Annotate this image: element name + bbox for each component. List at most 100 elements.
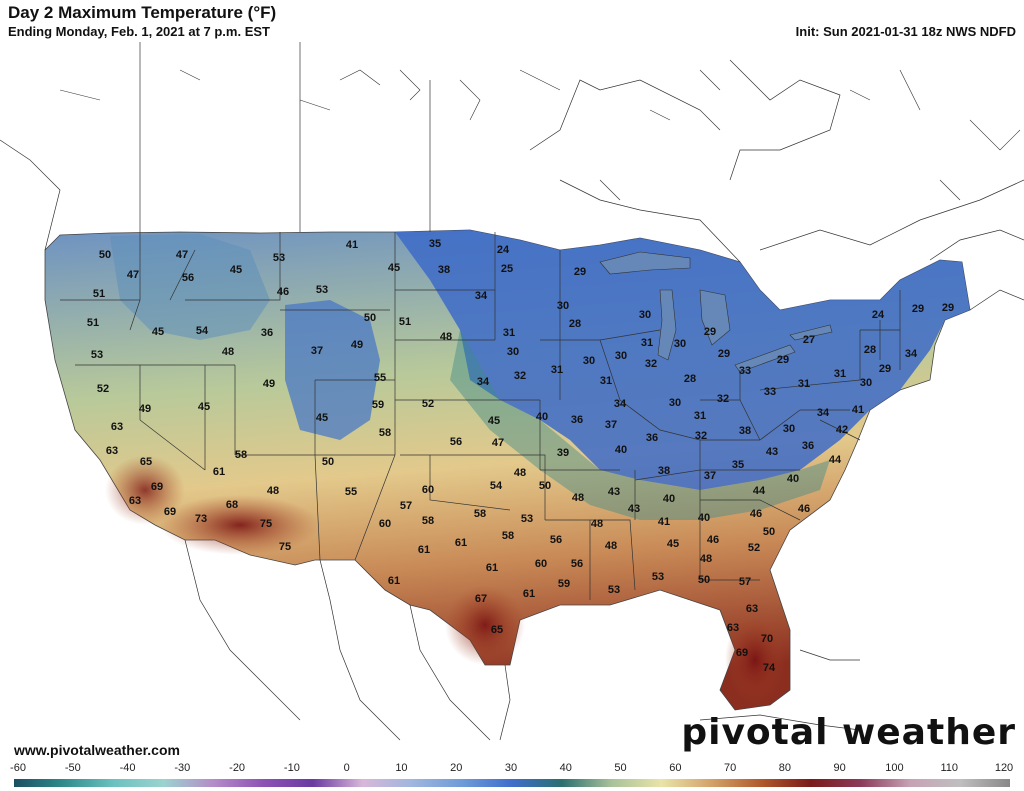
temperature-label: 70 [761,633,773,645]
scale-tick-label: -20 [229,762,246,774]
temperature-label: 56 [571,558,583,570]
temperature-label: 55 [374,372,386,384]
scale-tick-label: -30 [174,762,191,774]
temperature-label: 39 [557,447,569,459]
temperature-label: 63 [106,445,118,457]
temperature-label: 30 [674,338,686,350]
temperature-label: 46 [750,508,762,520]
temperature-label: 29 [574,266,586,278]
temperature-label: 57 [400,500,412,512]
temperature-label: 63 [129,495,141,507]
state-borders [60,232,901,600]
cold-air-region [395,230,970,490]
temperature-label: 34 [475,290,488,302]
temperature-label: 49 [139,403,151,415]
lake-huron [699,289,731,346]
temperature-label: 69 [736,647,748,659]
temperature-label: 29 [777,354,789,366]
temperature-label: 67 [475,593,487,605]
temperature-label: 49 [351,339,363,351]
temperature-label: 38 [739,425,751,437]
temperature-label: 48 [700,553,712,565]
temperature-label: 61 [523,588,535,600]
temperature-label: 50 [322,456,334,468]
florida-hot-region [725,615,785,705]
temperature-label: 45 [230,264,242,276]
temperature-label: 58 [235,449,247,461]
temperature-label: 53 [316,284,328,296]
temperature-label: 31 [834,368,846,380]
temperature-label: 28 [864,344,876,356]
temperature-label: 45 [488,415,500,427]
temperature-label: 46 [707,534,719,546]
temperature-label: 69 [151,481,163,493]
southwest-hot-region [160,495,320,555]
temperature-label: 59 [372,399,384,411]
temperature-label: 48 [605,540,617,552]
scale-tick-label: 0 [343,762,350,774]
rockies-cold-region [285,300,380,440]
temperature-label: 35 [429,238,441,250]
temperature-label: 53 [91,349,103,361]
temperature-label: 52 [748,542,760,554]
brand-logo: pivotal weather [681,712,1016,753]
temperature-label: 74 [763,662,776,674]
valid-time: Ending Monday, Feb. 1, 2021 at 7 p.m. ES… [8,24,270,39]
temperature-label: 32 [645,358,657,370]
temperature-label: 31 [600,375,612,387]
temperature-label: 43 [766,446,778,458]
temperature-label: 61 [418,544,430,556]
temperature-label: 73 [195,513,207,525]
temperature-label: 48 [440,331,452,343]
temperature-label: 43 [608,486,620,498]
temperature-label: 31 [641,337,653,349]
temperature-label: 63 [727,622,739,634]
init-time: Init: Sun 2021-01-31 18z NWS NDFD [795,24,1016,39]
temperature-label: 32 [695,430,707,442]
temperature-label: 50 [763,526,775,538]
temperature-label: 55 [345,486,357,498]
california-hot-region [105,455,185,525]
temperature-label: 36 [571,414,583,426]
temperature-label: 24 [872,309,885,321]
temperature-label: 37 [605,419,617,431]
scale-tick-label: 60 [669,762,682,774]
temperature-label: 43 [628,503,640,515]
temperature-label: 30 [507,346,519,358]
temperature-label: 65 [491,624,503,636]
temperature-label: 53 [273,252,285,264]
temperature-label: 56 [550,534,562,546]
temperature-label: 44 [753,485,766,497]
temperature-label: 61 [388,575,400,587]
temperature-label: 34 [817,407,830,419]
temperature-label: 48 [222,346,234,358]
scale-tick-label: 20 [450,762,463,774]
temperature-label: 29 [718,348,730,360]
temperature-label: 36 [802,440,814,452]
temperature-label: 40 [536,411,548,423]
scale-tick-label: -50 [64,762,81,774]
temperature-label: 40 [787,473,799,485]
temperature-label: 31 [551,364,563,376]
arctic-islands [59,69,1021,201]
temperature-label: 29 [912,303,924,315]
temperature-label: 63 [111,421,123,433]
temperature-label: 38 [438,264,450,276]
temperature-label: 75 [260,518,272,530]
temperature-label: 41 [852,404,864,416]
temperature-label: 36 [261,327,273,339]
scale-tick-label: 40 [559,762,572,774]
scale-tick-label: 30 [504,762,518,774]
temperature-label: 37 [311,345,323,357]
color-scale: -60 -50 -40 -30 -20 -10 0 10 20 30 40 50 60 70 80 90 100… [0,760,1024,791]
temperature-label: 32 [514,370,526,382]
temperature-label: 30 [783,423,795,435]
temperature-label: 49 [263,378,275,390]
lake-ontario [789,324,833,341]
temperature-label: 69 [164,506,176,518]
temperature-label: 63 [746,603,758,615]
temperature-label: 48 [591,518,603,530]
temperature-label: 31 [694,410,706,422]
temperature-map: 50 47 47 56 45 53 41 35 24 25 29 51 46 53 45 38 34 30 30 29… [0,42,1024,760]
international-outlines [0,42,1024,741]
